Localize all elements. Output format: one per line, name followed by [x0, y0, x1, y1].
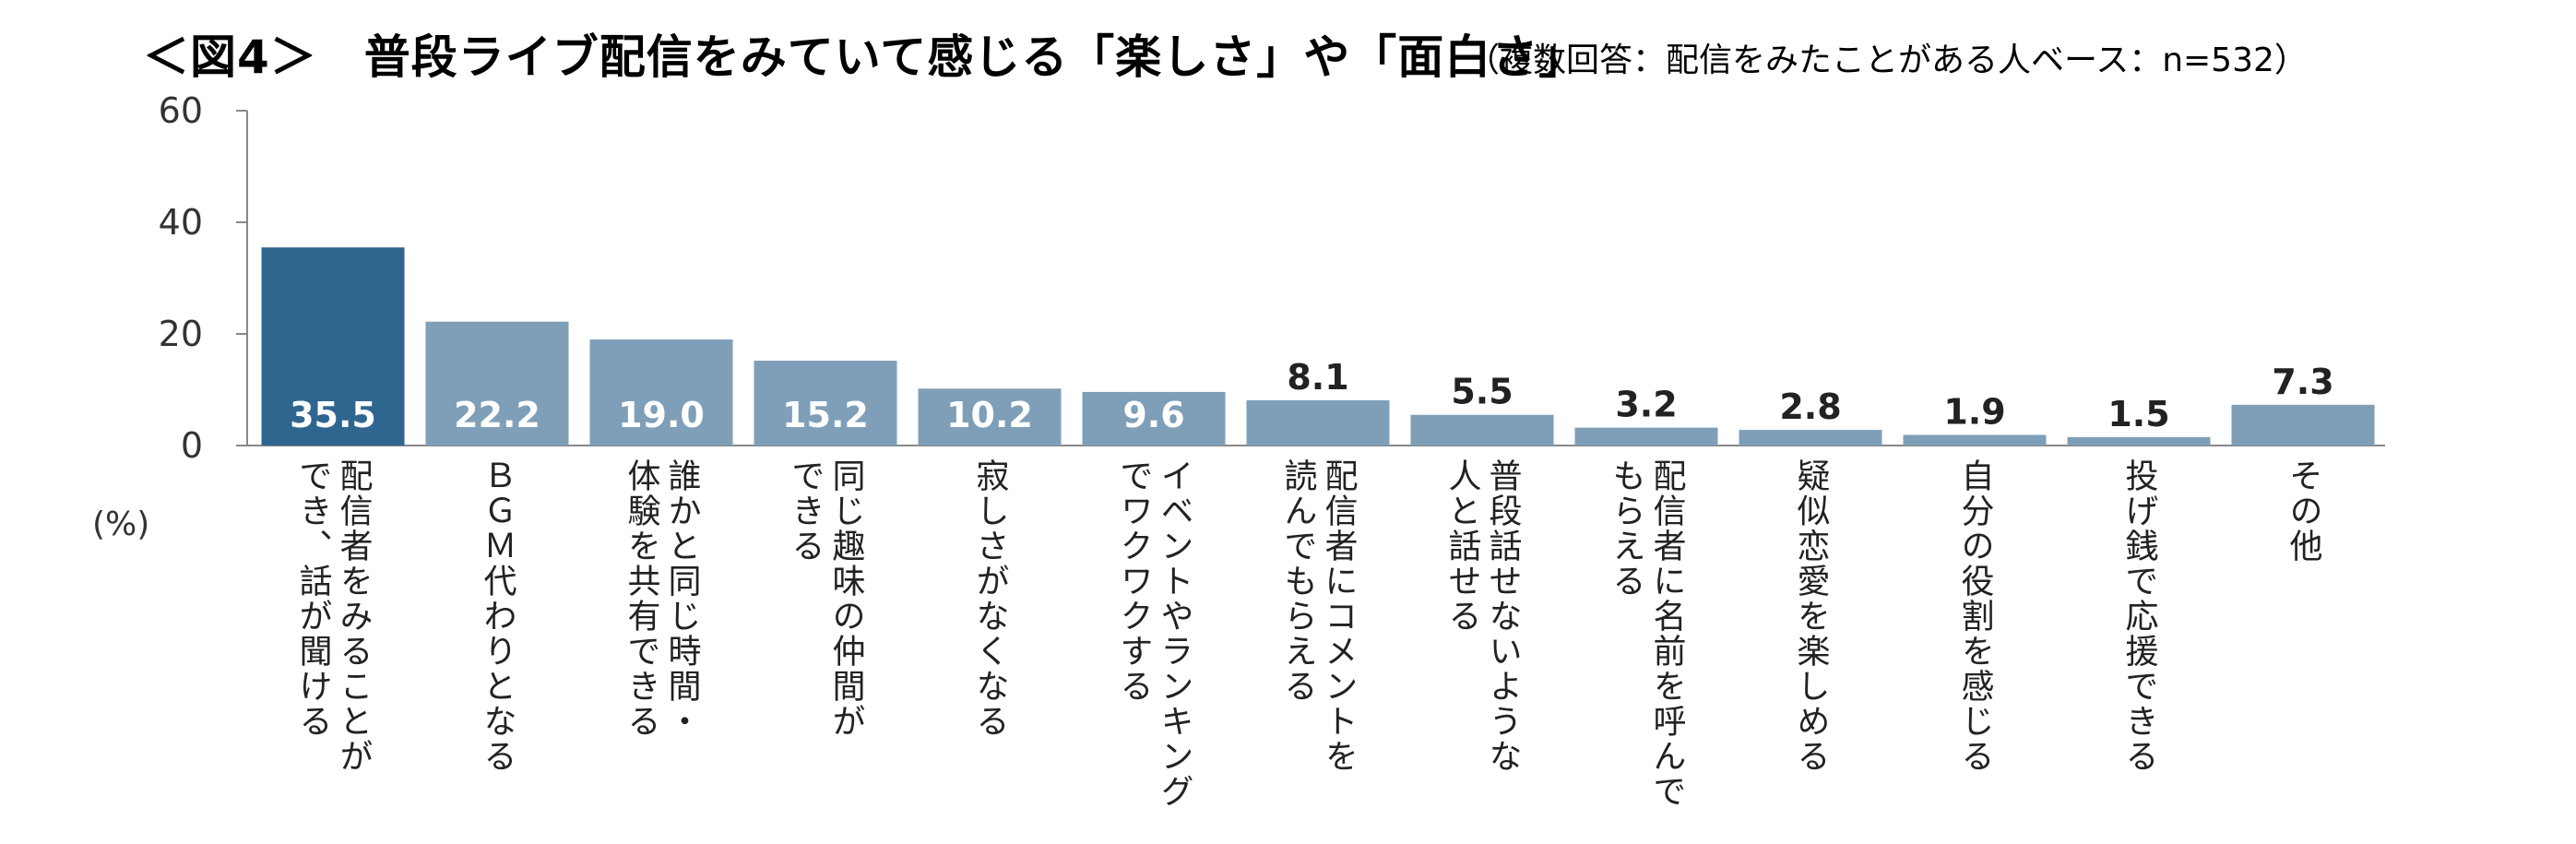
x-category-label: 同じ趣味の仲間が	[827, 458, 866, 739]
data-label: 15.2	[782, 395, 869, 435]
x-category-label: 配信者をみることが	[335, 458, 373, 774]
x-category-label: もらえる	[1608, 458, 1645, 599]
x-category-label: できる	[787, 458, 825, 564]
x-category-label: 疑似恋愛を楽しめる	[1792, 458, 1831, 774]
bar	[1246, 399, 1390, 446]
bar	[918, 388, 1062, 446]
x-category-label: その他	[2285, 458, 2323, 564]
y-tick-label: 40	[159, 202, 203, 243]
bar	[754, 361, 897, 446]
data-label: 5.5	[1451, 372, 1513, 412]
x-category-label: 配信者にコメントを	[1320, 458, 1358, 774]
bar	[1903, 434, 2047, 446]
bar	[2067, 436, 2211, 446]
x-category-label: 投げ銭で応援できる	[2120, 458, 2159, 774]
bar	[1082, 391, 1226, 446]
x-category-label: イベントやランキング	[1156, 458, 1193, 809]
data-label: 2.8	[1779, 386, 1841, 427]
x-category-label: 寂しさがなくなる	[971, 458, 1009, 739]
y-tick-label: 60	[159, 90, 203, 131]
x-category-label: 読んでもらえる	[1279, 458, 1317, 704]
x-category-label: 体験を共有できる	[623, 458, 660, 739]
x-category-label: 自分の役割を感じる	[1956, 458, 1994, 774]
data-label: 22.2	[454, 395, 540, 435]
data-label: 19.0	[618, 395, 705, 435]
x-category-label: 配信者に名前を呼んで	[1648, 458, 1686, 809]
x-category-label: 誰かと同じ時間・	[663, 458, 701, 739]
data-label: 1.9	[1943, 392, 2005, 433]
x-category-label: 人と話せる	[1443, 458, 1481, 634]
y-tick-label: 0	[181, 425, 203, 466]
data-label: 35.5	[290, 395, 376, 435]
x-category-label: ＢＧＭ代わりとなる	[479, 458, 517, 774]
x-category-label: でワクワクする	[1115, 458, 1153, 704]
y-axis-unit-label: (%)	[92, 505, 150, 543]
data-label: 10.2	[946, 395, 1033, 435]
x-category-label: でき、話が聞ける	[294, 458, 332, 739]
bar	[1574, 427, 1718, 446]
data-label: 7.3	[2272, 362, 2333, 402]
data-label: 3.2	[1615, 385, 1677, 425]
x-category-label: 普段話せないような	[1484, 458, 1522, 774]
bar	[2231, 404, 2375, 446]
bar	[425, 321, 569, 446]
chart-title: ＜図4＞ 普段ライブ配信をみていて感じる「楽しさ」や「面白さ」	[143, 30, 1586, 84]
data-label: 8.1	[1287, 357, 1348, 398]
bar	[261, 247, 405, 446]
data-label: 9.6	[1122, 395, 1184, 435]
chart-subtitle: （複数回答：配信をみたことがある人ベース：n=532）	[1466, 42, 2308, 79]
data-label: 1.5	[2107, 394, 2169, 434]
y-tick-label: 20	[159, 314, 203, 354]
bar	[1410, 414, 1554, 446]
bar	[1739, 430, 1882, 446]
bar	[589, 339, 733, 446]
